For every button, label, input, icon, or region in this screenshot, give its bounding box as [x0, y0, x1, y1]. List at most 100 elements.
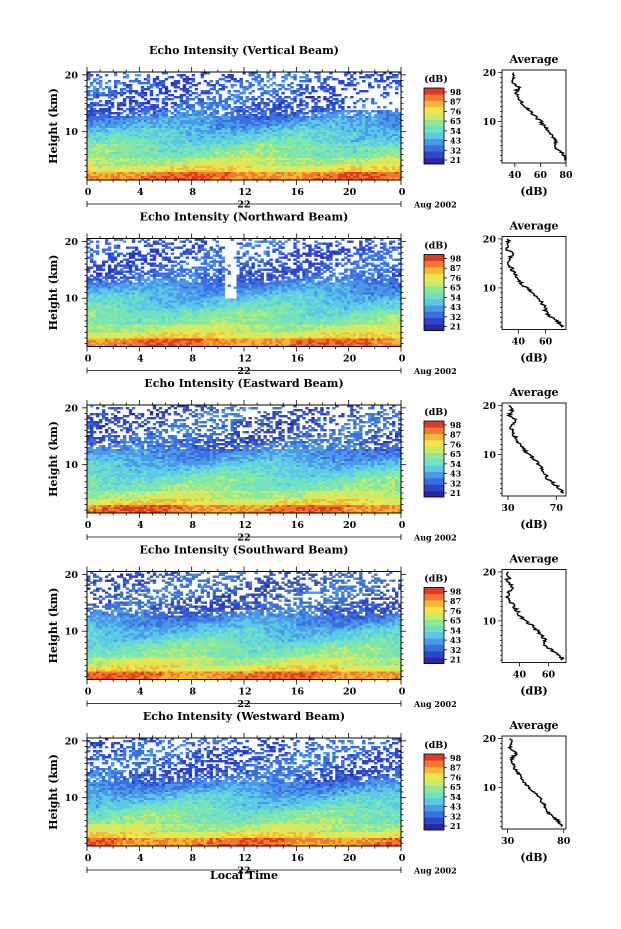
heatmap-cell — [236, 132, 240, 135]
heatmap-cell — [356, 172, 360, 175]
heatmap-cell — [335, 118, 339, 121]
heatmap-cell — [143, 98, 148, 101]
heatmap-cell — [368, 124, 372, 127]
heatmap-cell — [272, 136, 276, 139]
heatmap-cell — [89, 172, 94, 175]
heatmap-cell — [245, 80, 249, 83]
heatmap-cell — [218, 172, 222, 175]
heatmap-cell — [335, 244, 339, 247]
heatmap-cell — [101, 158, 106, 161]
heatmap-cell — [377, 138, 381, 141]
heatmap-cell — [87, 136, 91, 139]
heatmap-cell — [89, 124, 94, 127]
heatmap-cell — [380, 246, 384, 249]
heatmap-cell — [398, 136, 401, 139]
heatmap-cell — [335, 174, 339, 177]
heatmap-cell — [233, 102, 237, 105]
heatmap-cell — [257, 76, 261, 79]
heatmap-cell — [380, 168, 384, 171]
heatmap-cell — [344, 162, 348, 165]
heatmap-cell — [296, 84, 300, 87]
heatmap-cell — [365, 150, 369, 153]
heatmap-cell — [134, 170, 139, 173]
heatmap-cell — [236, 98, 240, 101]
heatmap-cell — [227, 120, 231, 123]
heatmap-cell — [98, 174, 103, 177]
heatmap-cell — [92, 150, 97, 153]
heatmap-cell — [254, 142, 258, 145]
heatmap-cell — [395, 124, 399, 127]
heatmap-cell — [122, 154, 127, 157]
heatmap-cell — [287, 132, 291, 135]
heatmap-cell — [359, 156, 363, 159]
heatmap-cell — [245, 132, 249, 135]
heatmap-cell — [293, 118, 297, 121]
heatmap-cell — [233, 178, 237, 180]
heatmap-cell — [344, 72, 348, 75]
heatmap-cell — [260, 172, 264, 175]
heatmap-cell — [197, 114, 202, 117]
heatmap-cell — [284, 142, 288, 145]
heatmap-cell — [185, 118, 190, 121]
heatmap-cell — [275, 92, 279, 95]
heatmap-cell — [290, 128, 294, 131]
heatmap-cell — [110, 116, 115, 119]
heatmap-cell — [206, 164, 211, 167]
heatmap-cell — [239, 168, 243, 171]
heatmap-cell — [152, 250, 157, 253]
heatmap-cell — [356, 122, 360, 125]
heatmap-cell — [188, 90, 193, 93]
heatmap-cell — [320, 248, 324, 251]
heatmap-cell — [260, 78, 264, 81]
heatmap-cell — [212, 170, 216, 173]
heatmap-cell — [215, 102, 219, 105]
heatmap-cell — [140, 124, 145, 127]
heatmap-cell — [383, 118, 387, 121]
heatmap-cell — [353, 138, 357, 141]
heatmap-cell — [212, 160, 216, 163]
heatmap-cell — [194, 176, 199, 179]
heatmap-cell — [146, 128, 151, 131]
heatmap-cell — [173, 150, 178, 153]
colorbar-swatch — [424, 100, 444, 108]
heatmap-cell — [104, 168, 109, 171]
heatmap-cell — [113, 82, 118, 85]
heatmap-cell — [335, 240, 339, 243]
heatmap-cell — [155, 140, 160, 143]
heatmap-cell — [323, 142, 327, 145]
heatmap-cell — [113, 74, 118, 77]
heatmap-cell — [203, 110, 208, 113]
heatmap-cell — [386, 176, 390, 179]
heatmap-cell — [278, 136, 282, 139]
heatmap-cell — [134, 136, 139, 139]
heatmap-cell — [179, 136, 184, 139]
heatmap-cell — [170, 252, 175, 255]
heatmap-cell — [191, 78, 196, 81]
heatmap-cell — [200, 150, 205, 153]
heatmap-cell — [257, 106, 261, 109]
heatmap-cell — [212, 148, 216, 151]
heatmap-cell — [383, 178, 387, 180]
heatmap-cell — [287, 104, 291, 107]
heatmap-cell — [140, 112, 145, 115]
heatmap-cell — [266, 156, 270, 159]
heatmap-cell — [236, 124, 240, 127]
heatmap-cell — [101, 110, 106, 113]
heatmap-cell — [227, 104, 231, 107]
heatmap-cell — [113, 112, 118, 115]
heatmap-cell — [269, 170, 273, 173]
heatmap-cell — [299, 100, 303, 103]
heatmap-cell — [308, 78, 312, 81]
heatmap-cell — [293, 96, 297, 99]
heatmap-cell — [374, 128, 378, 131]
heatmap-cell — [155, 164, 160, 167]
heatmap-cell — [221, 106, 225, 109]
heatmap-cell — [170, 122, 175, 125]
heatmap-cell — [149, 126, 154, 129]
heatmap-cell — [317, 142, 321, 145]
heatmap-cell — [119, 150, 124, 153]
heatmap-cell — [302, 130, 306, 133]
heatmap-cell — [302, 140, 306, 143]
heatmap-cell — [227, 164, 231, 167]
heatmap-cell — [263, 116, 267, 119]
